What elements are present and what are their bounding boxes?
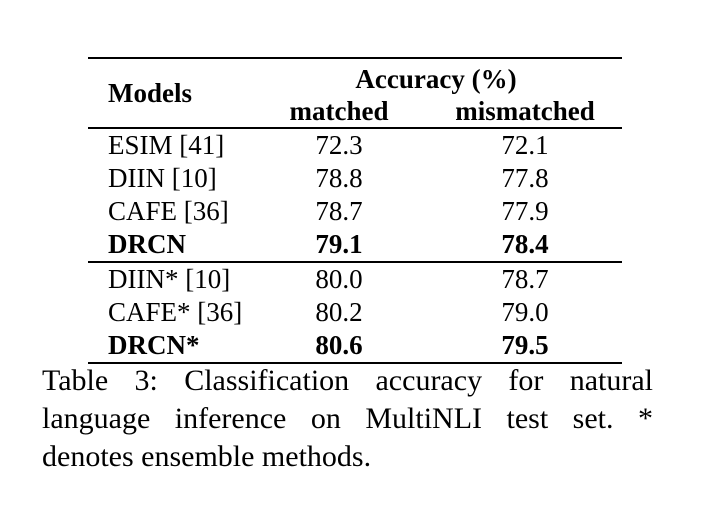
accuracy-group-header: Accuracy (%): [355, 64, 517, 94]
model-cell: DIIN [10]: [108, 163, 217, 193]
model-cell: DRCN*: [108, 330, 200, 360]
table-row-drcn: DRCN 79.1 78.4: [88, 228, 622, 262]
model-cell: CAFE [36]: [108, 196, 229, 226]
matched-cell: 80.6: [315, 330, 363, 360]
table-row-cafe-ensemble: CAFE* [36] 80.2 79.0: [88, 296, 622, 329]
model-cell: DIIN* [10]: [108, 264, 231, 294]
table-header: Models Accuracy (%) matched mismatched: [88, 58, 622, 128]
single-models-group: ESIM [41] 72.3 72.1 DIIN [10] 78.8 77.8 …: [88, 128, 622, 262]
caption-line: Table 3: Classification accuracy for nat…: [42, 364, 653, 397]
mismatched-column-header: mismatched: [455, 96, 595, 126]
matched-cell: 80.2: [315, 297, 363, 327]
matched-cell: 72.3: [315, 130, 363, 160]
model-cell: ESIM [41]: [108, 130, 225, 160]
header-row-top: Models Accuracy (%): [88, 58, 622, 108]
matched-column-header: matched: [289, 96, 389, 126]
mismatched-cell: 77.9: [501, 196, 549, 226]
caption-line: language inference on MultiNLI test set.…: [42, 402, 653, 435]
matched-cell: 78.8: [315, 163, 363, 193]
table-caption: Table 3: Classification accuracy for nat…: [42, 362, 653, 476]
model-cell: CAFE* [36]: [108, 297, 243, 327]
mismatched-cell: 77.8: [501, 163, 549, 193]
caption-line: denotes ensemble methods.: [42, 440, 372, 473]
mismatched-cell: 78.4: [501, 229, 549, 259]
ensemble-models-group: DIIN* [10] 80.0 78.7 CAFE* [36] 80.2 79.…: [88, 262, 622, 363]
matched-cell: 79.1: [315, 229, 363, 259]
table-row-esim: ESIM [41] 72.3 72.1: [88, 128, 622, 162]
models-column-header: Models: [108, 77, 192, 108]
matched-cell: 78.7: [315, 196, 363, 226]
model-cell: DRCN: [108, 229, 186, 259]
table-row-diin: DIIN [10] 78.8 77.8: [88, 162, 622, 195]
table-row-drcn-ensemble: DRCN* 80.6 79.5: [88, 329, 622, 363]
mismatched-cell: 78.7: [501, 264, 549, 294]
table-row-cafe: CAFE [36] 78.7 77.9: [88, 195, 622, 228]
mismatched-cell: 79.5: [501, 330, 549, 360]
matched-cell: 80.0: [315, 264, 363, 294]
table-row-diin-ensemble: DIIN* [10] 80.0 78.7: [88, 262, 622, 296]
mismatched-cell: 72.1: [501, 130, 549, 160]
results-table: Models Accuracy (%) matched mismatched E…: [88, 57, 622, 364]
mismatched-cell: 79.0: [501, 297, 549, 327]
header-row-sub: matched mismatched: [88, 96, 622, 128]
